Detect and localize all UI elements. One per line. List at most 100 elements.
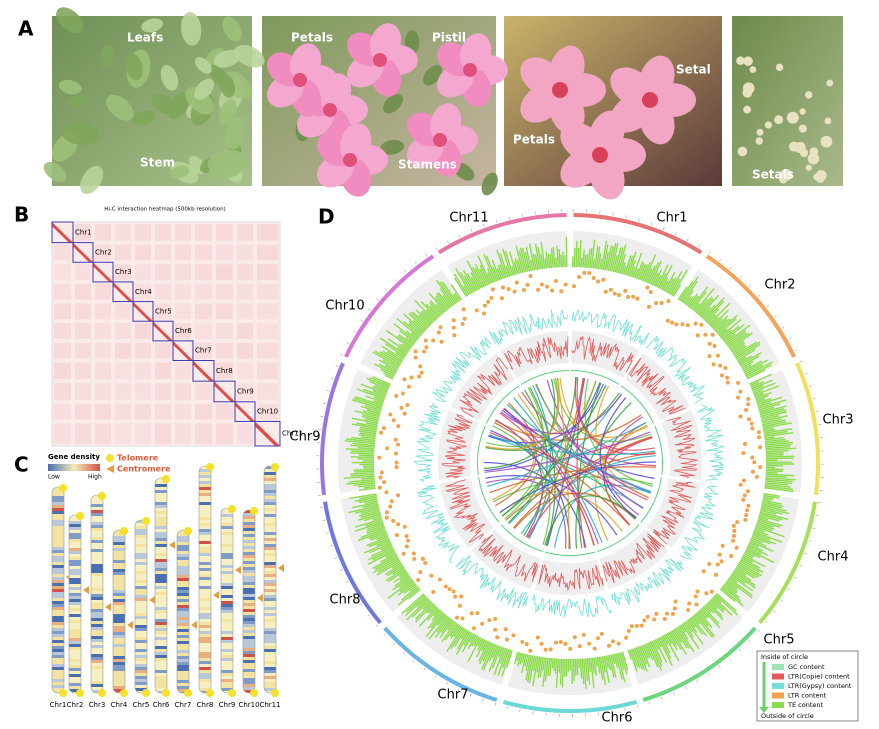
density-band [199,610,211,613]
ltr-dot [731,523,736,528]
ltr-dot [693,594,698,599]
heatmap-chr-label: Chr2 [95,248,112,256]
density-band [91,690,103,693]
density-band [113,674,125,677]
density-band [113,683,125,686]
scale-tick [434,675,437,679]
density-band [91,642,103,645]
density-band [199,475,211,478]
density-band [177,566,189,569]
density-band [91,597,103,600]
ltr-dot [493,627,498,632]
density-band [135,646,147,649]
density-band [155,643,167,646]
density-band [91,669,103,672]
density-band [155,586,167,589]
density-band [243,576,255,579]
density-band [199,652,211,655]
ltr-dot [756,430,761,435]
ltr-dot [752,460,757,465]
density-band [243,522,255,525]
density-band [177,638,189,641]
gypsy-line [679,485,719,560]
bud [815,174,825,183]
gypsy-line [416,485,460,563]
leaf [99,44,115,69]
density-band [243,597,255,600]
ltr-dot [377,455,382,460]
density-band [113,593,125,596]
heatmap-cell [155,244,171,261]
ltr-dot [634,624,639,629]
density-band [91,516,103,519]
ltr-dot [495,635,500,640]
density-band [52,541,64,544]
heatmap-cell [115,303,131,320]
density-band [52,520,64,523]
chr-outline [134,519,148,694]
density-band [69,623,81,626]
density-band [221,574,233,577]
density-band [113,569,125,572]
ltr-dot [437,577,442,582]
density-band [52,655,64,658]
chromosome: Chr9 [219,505,241,709]
scale-tick [757,294,761,297]
density-band [155,565,167,568]
heatmap-cell [115,264,131,280]
petal [430,103,462,143]
te-track [401,593,513,677]
density-band [177,602,189,605]
density-band [221,664,233,667]
density-band [69,626,81,629]
scale-tick [325,532,329,534]
ltr-dot [587,641,592,646]
heatmap-diagonal [255,421,280,446]
ltr-dot [459,594,464,599]
density-band [264,517,276,520]
ltr-dot [391,518,396,523]
density-band [113,617,125,620]
density-band [221,685,233,688]
density-band [199,592,211,595]
heatmap-cell [175,264,191,280]
telomere [271,463,279,471]
density-band [91,588,103,591]
density-band [264,484,276,487]
te-track [513,651,629,690]
bud [786,111,799,124]
scale-tick [624,707,626,711]
scale-tick [319,506,323,508]
photo-label: Setals [752,168,794,182]
petal [549,45,585,93]
scale-tick [326,390,330,392]
density-band [52,580,64,583]
heatmap-cell [257,283,278,300]
density-band [155,511,167,514]
heatmap-cell [237,342,253,359]
density-band [69,602,81,605]
density-band [52,589,64,592]
density-band [155,613,167,616]
ltr-dot [429,573,434,578]
density-scale [48,464,100,471]
gypsy-line [696,404,725,481]
legend-text: Gene density [48,453,100,461]
density-band [264,625,276,628]
density-band [135,604,147,607]
copia-line [628,357,686,415]
chr-outline [90,494,104,694]
heatmap-cell [54,342,71,359]
heatmap-diagonal [133,301,153,322]
density-band [91,525,103,528]
copia-line [441,414,473,479]
ltr-dot [707,562,712,567]
density-band [264,661,276,664]
density-band [91,639,103,642]
density-band [199,655,211,658]
panel-label: B [14,203,29,227]
scale-tick [339,569,343,572]
density-band [52,601,64,604]
density-band [264,574,276,577]
bud [749,66,757,73]
